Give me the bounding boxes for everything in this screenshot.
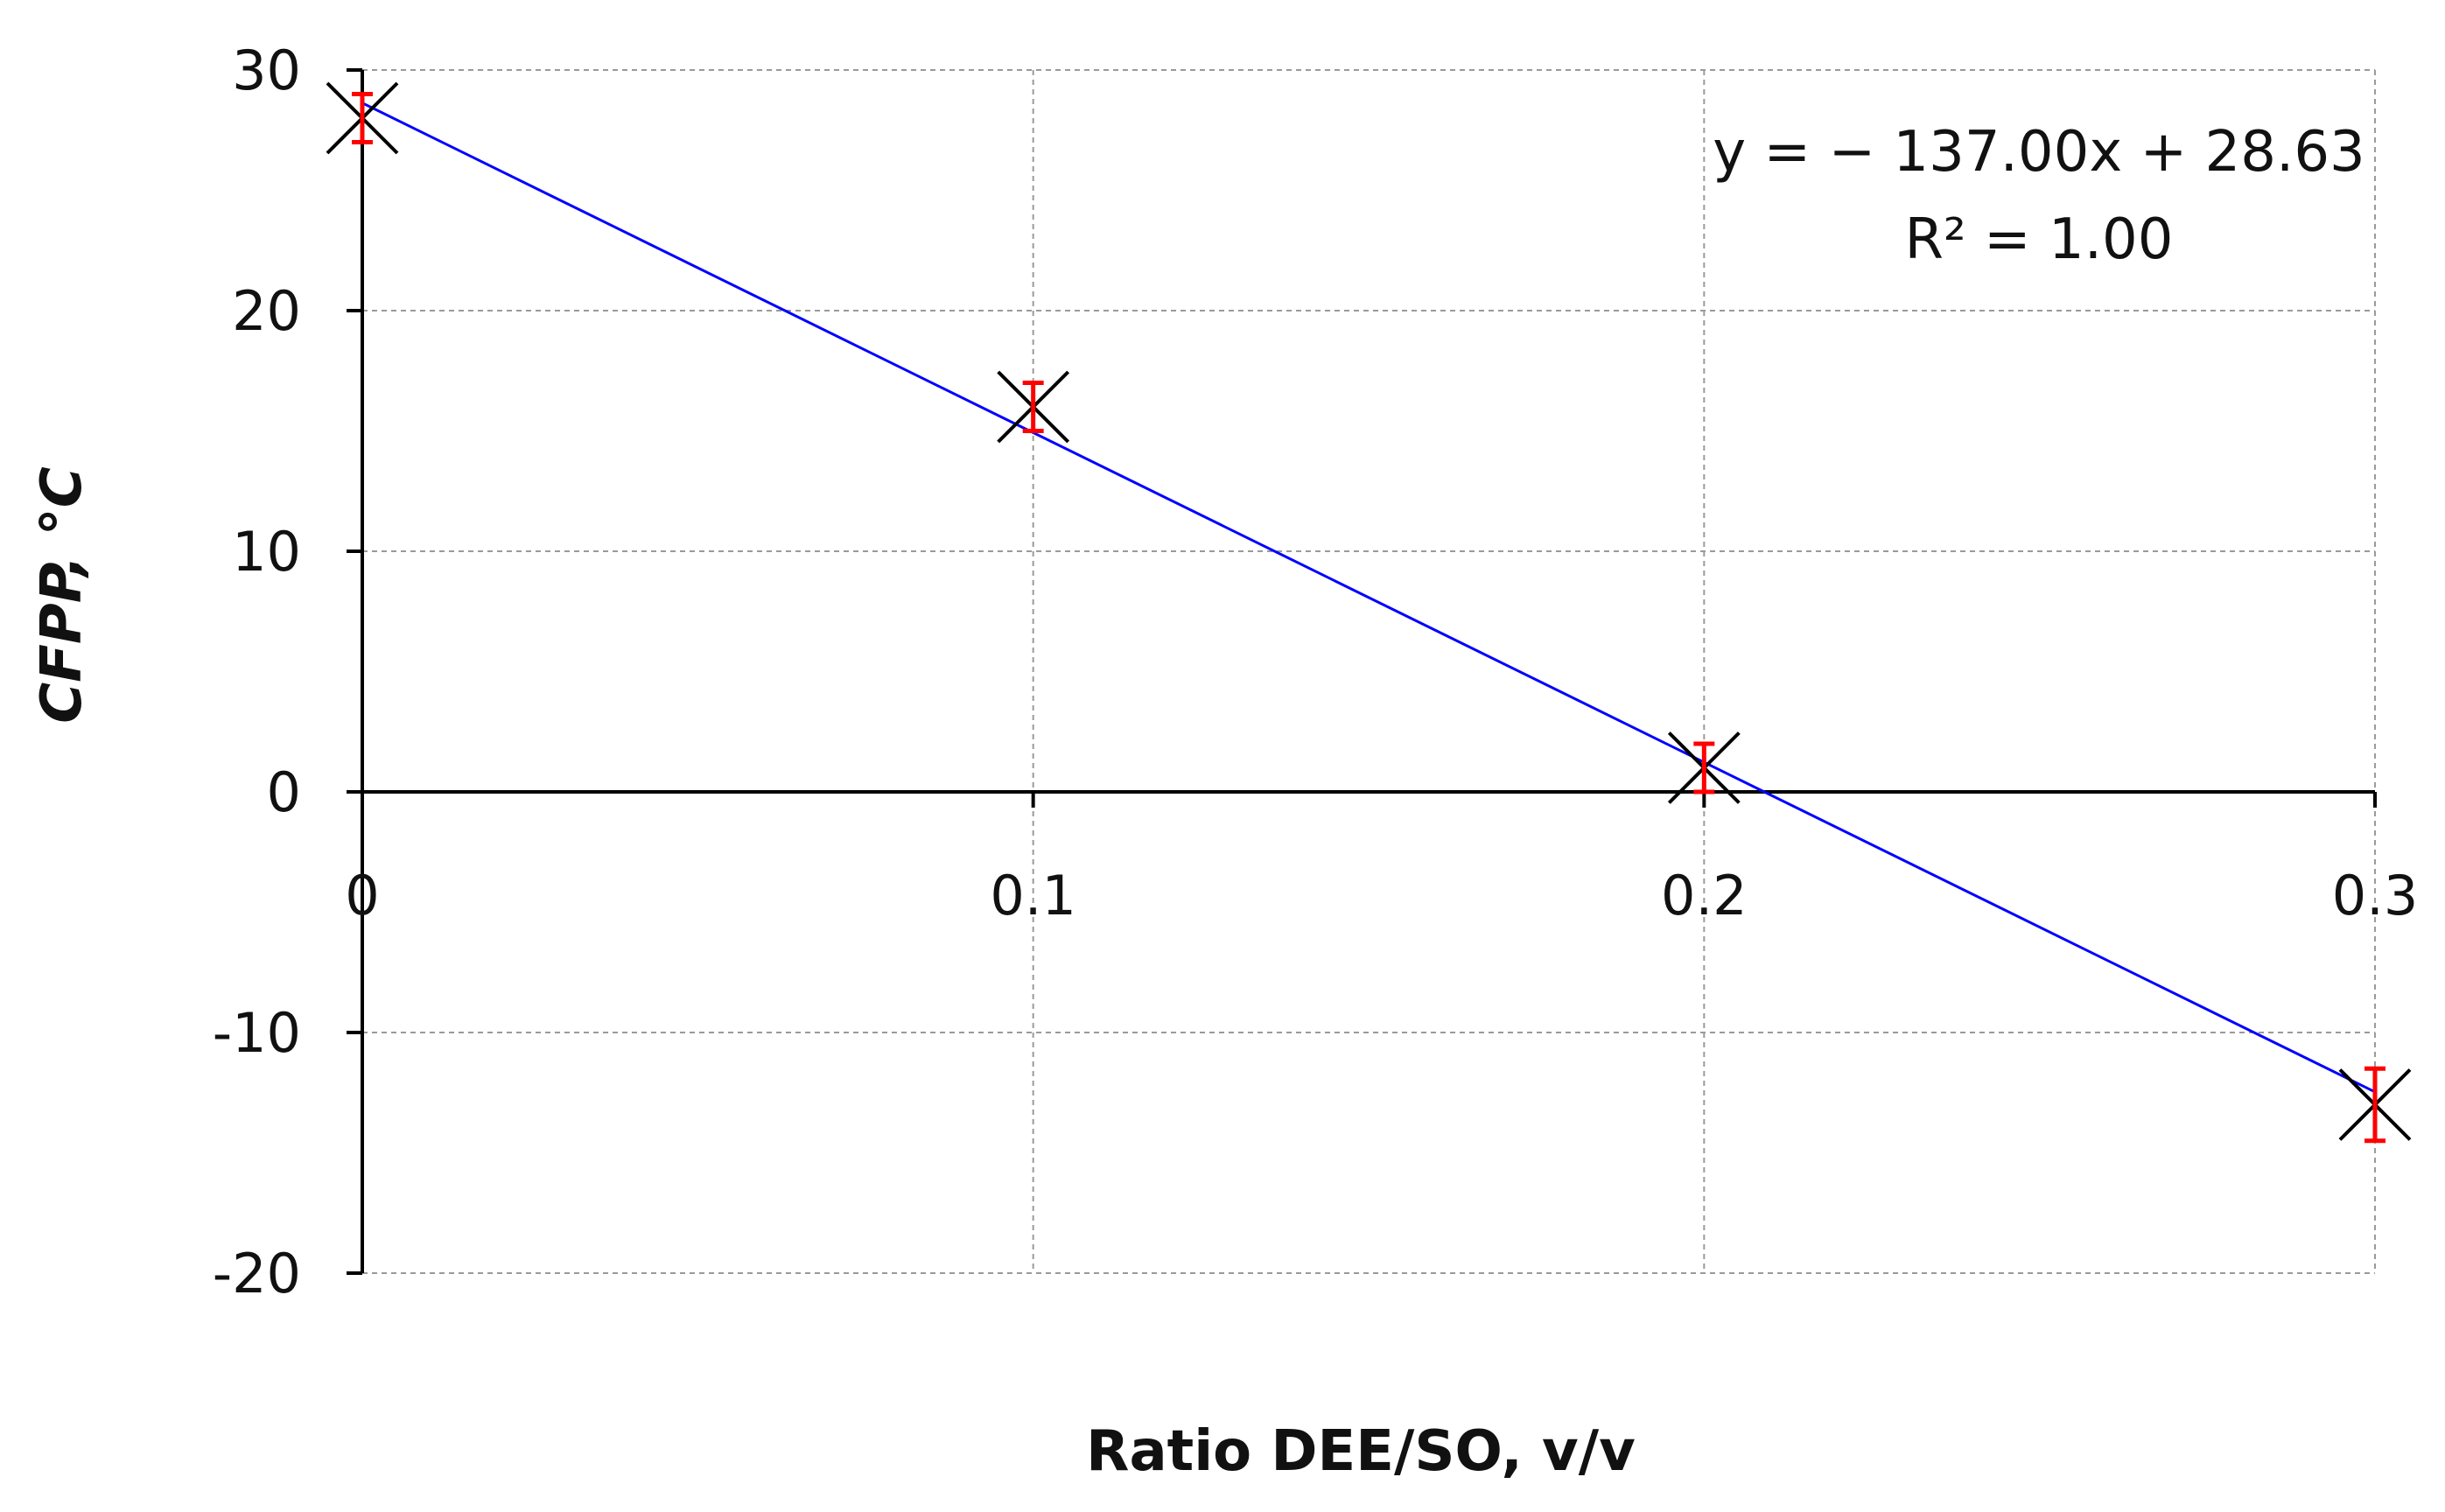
- y-tick-label-2: 0: [267, 760, 301, 824]
- data-point-1: [997, 370, 1070, 444]
- trendline: [361, 102, 2376, 1094]
- x-tick-label-3: 0.3: [2332, 864, 2419, 928]
- y-tick-label-1: -10: [213, 1001, 301, 1065]
- x-tick-label-0: 0: [345, 864, 379, 928]
- x-axis-title: Ratio DEE/SO, v/v: [1086, 1419, 1636, 1484]
- y-tick-label-3: 10: [232, 520, 301, 584]
- trendline-equation: y = − 137.00x + 28.63: [1713, 120, 2365, 185]
- trendline-group: [361, 102, 2376, 1094]
- data-point-0: [326, 81, 399, 155]
- y-tick-label-0: -20: [213, 1242, 301, 1306]
- x-tick-label-2: 0.2: [1661, 864, 1748, 928]
- y-tick-label-5: 30: [232, 38, 301, 102]
- axes: [347, 68, 2377, 1275]
- data-points: [326, 81, 2412, 1144]
- trendline-r2: R² = 1.00: [1905, 207, 2174, 272]
- x-tick-label-1: 0.1: [990, 864, 1076, 928]
- data-point-2: [1667, 732, 1741, 804]
- data-point-3: [2338, 1066, 2412, 1144]
- y-axis-title: CFPP, °C: [30, 466, 95, 724]
- tick-labels: -20 -10 0 10 20 30 0 0.1 0.2 0.3: [213, 38, 2419, 1306]
- y-tick-label-4: 20: [232, 279, 301, 343]
- trendline-equation-box: y = − 137.00x + 28.63 R² = 1.00: [1713, 120, 2365, 272]
